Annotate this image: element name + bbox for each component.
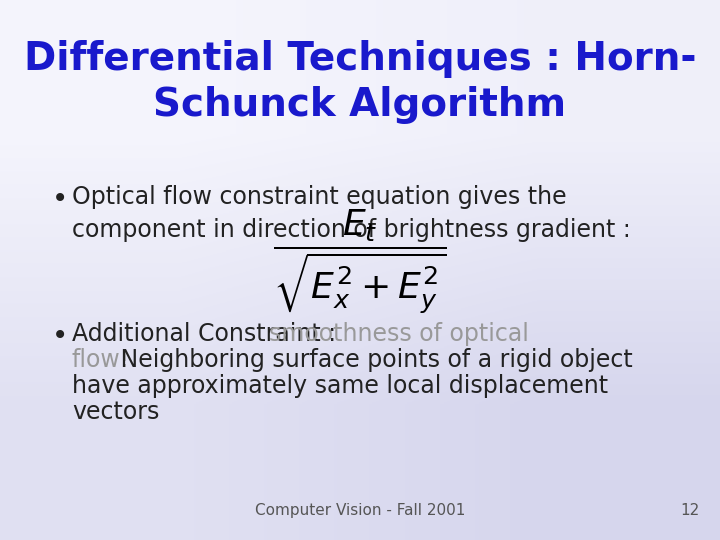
- Text: flow!: flow!: [72, 348, 130, 372]
- Text: $\dfrac{E_t}{\sqrt{E_x^2 + E_y^2}}$: $\dfrac{E_t}{\sqrt{E_x^2 + E_y^2}}$: [274, 207, 446, 316]
- Text: Neighboring surface points of a rigid object: Neighboring surface points of a rigid ob…: [113, 348, 633, 372]
- Text: Additional Constraint :: Additional Constraint :: [72, 322, 343, 346]
- Text: Computer Vision - Fall 2001: Computer Vision - Fall 2001: [255, 503, 465, 518]
- Text: Differential Techniques : Horn-
Schunck Algorithm: Differential Techniques : Horn- Schunck …: [24, 40, 696, 124]
- Text: 12: 12: [680, 503, 700, 518]
- Text: have approximately same local displacement: have approximately same local displaceme…: [72, 374, 608, 398]
- Text: smoothness of optical: smoothness of optical: [269, 322, 528, 346]
- Text: Optical flow constraint equation gives the
component in direction of brightness : Optical flow constraint equation gives t…: [72, 185, 631, 241]
- Text: •: •: [52, 185, 68, 213]
- Text: vectors: vectors: [72, 400, 159, 424]
- Text: •: •: [52, 322, 68, 350]
